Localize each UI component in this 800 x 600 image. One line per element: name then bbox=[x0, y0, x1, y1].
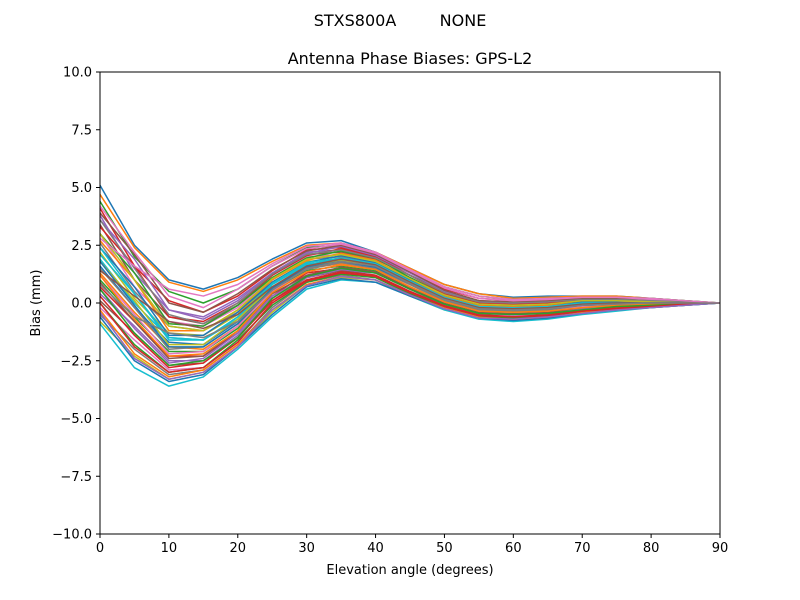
y-tick-label: −10.0 bbox=[52, 528, 92, 543]
series-line-az-190 bbox=[99, 233, 720, 332]
y-tick-label: 0.0 bbox=[71, 297, 92, 312]
series-line-az-220 bbox=[99, 275, 721, 380]
series-line-az-185 bbox=[99, 219, 721, 325]
series-line-az-205 bbox=[99, 264, 720, 357]
x-axis: 0 10 20 30 40 50 60 70 80 90 bbox=[96, 534, 728, 556]
y-axis: −10.0 −7.5 −5.0 −2.5 0.0 2.5 5.0 7.5 10.0 bbox=[52, 66, 100, 543]
series-line-az-115 bbox=[99, 271, 720, 369]
y-tick-label: 2.5 bbox=[71, 239, 92, 254]
series-layer bbox=[99, 184, 721, 387]
series-line-az-230 bbox=[99, 237, 721, 304]
x-tick-label: 80 bbox=[643, 541, 660, 556]
x-tick-label: 70 bbox=[574, 541, 591, 556]
figure-radome-label: NONE bbox=[440, 11, 487, 30]
x-tick-label: 30 bbox=[298, 541, 315, 556]
series-line-az-150 bbox=[99, 247, 720, 337]
figure-antenna-label: STXS800A bbox=[314, 11, 397, 30]
y-tick-label: 10.0 bbox=[63, 66, 92, 81]
y-tick-label: −2.5 bbox=[60, 354, 92, 369]
x-tick-label: 0 bbox=[96, 541, 104, 556]
series-line-az-005 bbox=[99, 194, 721, 304]
series-line-az-210 bbox=[99, 267, 721, 367]
y-tick-label: 7.5 bbox=[71, 123, 92, 138]
y-tick-label: −7.5 bbox=[60, 470, 92, 485]
y-tick-label: −5.0 bbox=[60, 412, 92, 427]
series-line-az-215 bbox=[99, 272, 721, 374]
chart-title: Antenna Phase Biases: GPS-L2 bbox=[288, 49, 533, 68]
x-tick-label: 10 bbox=[161, 541, 178, 556]
x-tick-label: 50 bbox=[436, 541, 453, 556]
x-tick-label: 60 bbox=[505, 541, 522, 556]
series-line-az-175 bbox=[99, 212, 721, 313]
x-tick-label: 90 bbox=[712, 541, 729, 556]
series-line-az-235 bbox=[99, 260, 720, 339]
y-tick-label: 5.0 bbox=[71, 181, 92, 196]
x-axis-label: Elevation angle (degrees) bbox=[326, 563, 493, 578]
y-axis-label: Bias (mm) bbox=[29, 270, 44, 337]
series-line-az-225 bbox=[99, 258, 720, 330]
x-tick-label: 40 bbox=[367, 541, 384, 556]
x-tick-label: 20 bbox=[230, 541, 247, 556]
